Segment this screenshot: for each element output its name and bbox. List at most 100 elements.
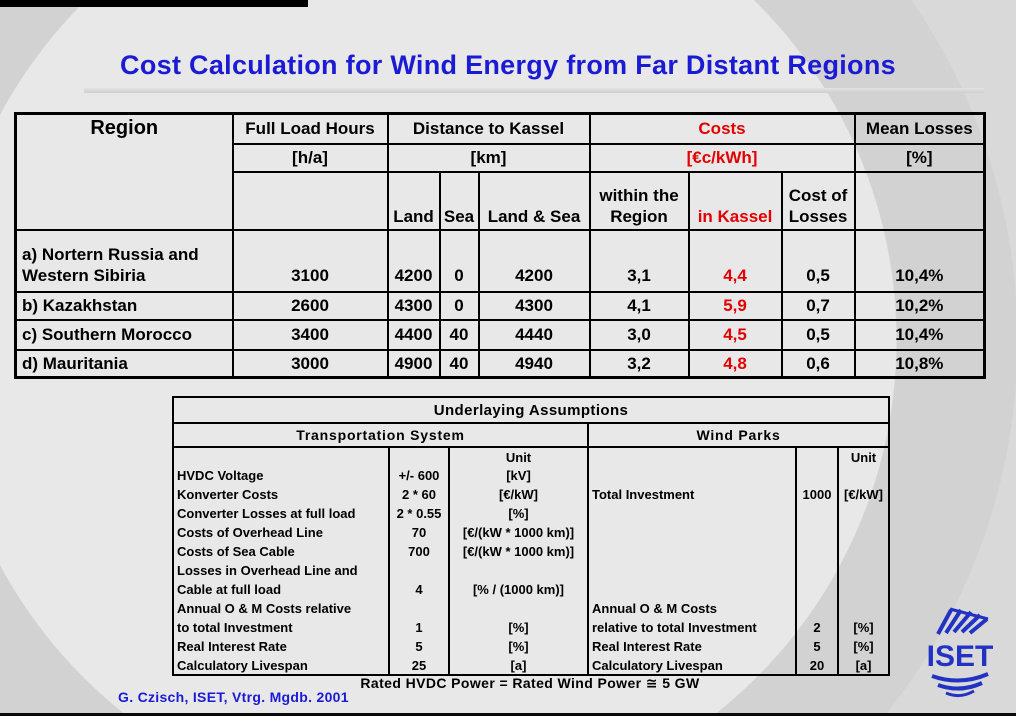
assumption-label (587, 561, 796, 580)
cell-land: 4400 (386, 318, 441, 351)
cell-land-sea: 4440 (477, 318, 591, 351)
cell-cost-within: 3,0 (588, 318, 690, 351)
assumption-label: Calculatory Livespan (177, 657, 308, 673)
section-header-wind-parks: Wind Parks (588, 423, 890, 448)
col-header-mean-losses: Mean Losses (853, 112, 986, 145)
assumption-row: Cable at full load 4 [% / (1000 km)] (173, 580, 889, 599)
unit-costs: [€c/kWh] (588, 142, 856, 173)
assumption-value (795, 504, 839, 523)
assumption-row: Costs of Overhead Line 70 [€/(kW * 1000 … (173, 523, 889, 542)
header-row-2: [h/a] [km] [€c/kWh] [%] (16, 142, 986, 173)
cell-region: c) Southern Morocco (14, 318, 234, 351)
assumption-label: to total Investment (177, 620, 293, 635)
assumption-unit (838, 504, 889, 523)
iset-logo: ISET (927, 607, 994, 698)
assumption-unit: [%] (853, 639, 874, 654)
assumption-unit: [€/kW] (499, 487, 538, 502)
assumption-label (587, 466, 796, 485)
assumption-row: Annual O & M Costs relative Annual O & M… (173, 599, 889, 618)
assumption-value: 5 (388, 637, 450, 656)
globe-lines-icon (931, 672, 989, 698)
assumption-value: +/- 600 (388, 466, 450, 485)
assumption-unit: Unit (505, 449, 532, 465)
cell-cost-within: 4,1 (588, 290, 690, 321)
assumption-label (587, 523, 796, 542)
title-divider (84, 88, 984, 93)
bottom-black-bar (0, 713, 1016, 716)
table-row-mauritania: d) Mauritania 3000 4900 40 4940 3,2 4,8 … (14, 348, 986, 379)
assumption-unit: [€/(kW * 1000 km)] (462, 525, 575, 540)
assumption-row: Converter Losses at full load 2 * 0.55 [… (173, 504, 889, 523)
unit-mean-losses: [%] (853, 142, 986, 173)
col-header-region: Region (14, 112, 234, 231)
assumption-label (587, 447, 796, 466)
assumption-unit: [kV] (506, 468, 531, 483)
cell-cost-kassel: 4,8 (687, 348, 783, 379)
page-title: Cost Calculation for Wind Energy from Fa… (120, 50, 896, 80)
assumption-value: 1 (388, 618, 450, 637)
cell-cost-kassel: 5,9 (687, 290, 783, 321)
cell-land: 4300 (386, 290, 441, 321)
assumption-unit: Unit (850, 449, 877, 465)
assumption-unit (838, 466, 889, 485)
col-header-land-sea: Land & Sea (477, 170, 591, 231)
assumption-label: Losses in Overhead Line and (177, 563, 358, 578)
assumption-row: Real Interest Rate 5 [%] Real Interest R… (173, 637, 889, 656)
cell-land-sea: 4200 (477, 228, 591, 293)
section-header-transportation: Transportation System (173, 423, 589, 448)
cell-cost-within: 3,2 (588, 348, 690, 379)
cell-sea: 0 (438, 290, 480, 321)
assumption-value: 4 (388, 580, 450, 599)
assumption-row: Calculatory Livespan 25 [a] Calculatory … (173, 656, 889, 675)
col-header-land: Land (386, 170, 441, 231)
assumption-unit: [a] (510, 657, 527, 673)
assumption-unit: [%] (508, 506, 529, 521)
iset-logo-text: ISET (927, 640, 994, 673)
cell-full-load-hours: 3100 (231, 228, 389, 293)
assumption-unit: [€/(kW * 1000 km)] (462, 544, 575, 559)
cell-region: b) Kazakhstan (14, 290, 234, 321)
assumption-row: HVDC Voltage +/- 600 [kV] (173, 466, 889, 485)
assumption-value: 20 (795, 656, 839, 675)
table-row-northern-russia: a) Nortern Russia and Western Sibiria 31… (14, 228, 986, 293)
cell-mean-losses: 10,4% (853, 228, 986, 293)
assumption-label: Real Interest Rate (587, 637, 796, 656)
unit-distance: [km] (386, 142, 591, 173)
assumption-label: Konverter Costs (177, 487, 279, 502)
cell-mean-losses: 10,4% (853, 318, 986, 351)
assumption-label (587, 580, 796, 599)
table-row-southern-morocco: c) Southern Morocco 3400 4400 40 4440 3,… (14, 318, 986, 351)
assumption-label: Calculatory Livespan (587, 656, 796, 675)
cell-sea: 40 (438, 318, 480, 351)
assumption-value (795, 580, 839, 599)
cell-sea: 0 (438, 228, 480, 293)
cell-full-load-hours: 3000 (231, 348, 389, 379)
assumption-value (795, 542, 839, 561)
assumption-row: Konverter Costs 2 * 60 [€/kW] Total Inve… (173, 485, 889, 504)
assumption-label: Costs of Sea Cable (177, 544, 295, 559)
cell-sea: 40 (438, 348, 480, 379)
assumption-unit: [% / (1000 km)] (472, 582, 565, 597)
col-header-distance: Distance to Kassel (386, 112, 591, 145)
cell-mean-losses: 10,8% (853, 348, 986, 379)
assumption-label: Real Interest Rate (177, 639, 287, 654)
cell-land-sea: 4300 (477, 290, 591, 321)
cell-cost-kassel: 4,5 (687, 318, 783, 351)
credit-text: G. Czisch, ISET, Vtrg. Mgdb. 2001 (118, 689, 349, 705)
assumption-value: 2 * 60 (388, 485, 450, 504)
col-header-cost-of-losses: Cost of Losses (780, 170, 856, 231)
cell-land: 4200 (386, 228, 441, 293)
assumption-row: to total Investment 1 [%] relative to to… (173, 618, 889, 637)
unit-full-load-hours: [h/a] (231, 142, 389, 173)
cell-land-sea: 4940 (477, 348, 591, 379)
assumption-value (795, 447, 839, 466)
fan-icon (936, 607, 989, 635)
cell-cost-losses: 0,7 (780, 290, 856, 321)
cell-cost-losses: 0,6 (780, 348, 856, 379)
empty-cell (231, 170, 389, 231)
assumptions-table: Underlaying Assumptions Transportation S… (172, 396, 891, 676)
col-header-in-kassel: in Kassel (687, 170, 783, 231)
cell-land: 4900 (386, 348, 441, 379)
assumption-value (795, 561, 839, 580)
